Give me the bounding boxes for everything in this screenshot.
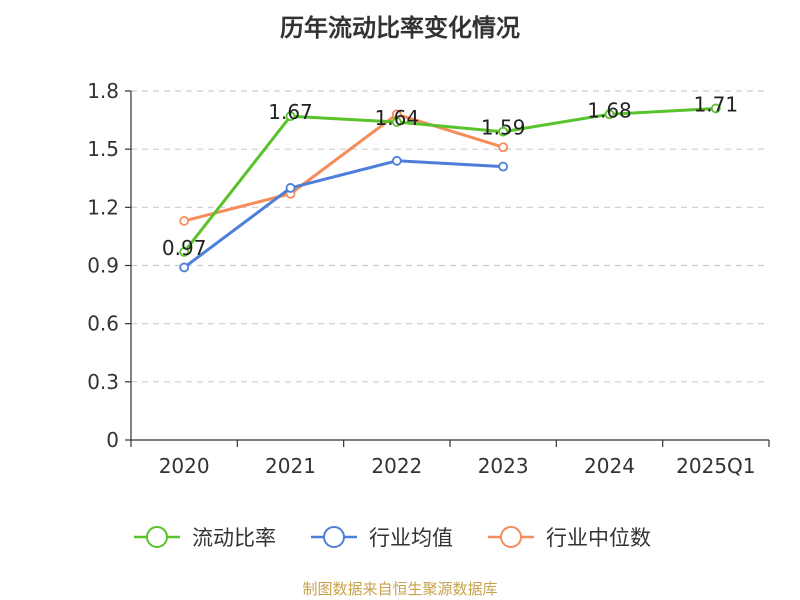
x-tick-label: 2024: [584, 454, 635, 478]
y-tick-label: 1.5: [87, 137, 119, 161]
series-line: [183, 112, 504, 223]
x-tick-labels: 2020 2021 2022 2023 2024 2025Q1: [159, 454, 756, 478]
x-tick-label: 2023: [478, 454, 529, 478]
x-tick-label: 2025Q1: [676, 454, 755, 478]
data-label: 1.59: [481, 116, 526, 140]
y-tick-label: 0: [106, 428, 119, 452]
gridlines: [131, 90, 769, 383]
x-tick-label: 2021: [265, 454, 316, 478]
data-labels: 0.97 1.67 1.64 1.59 1.68 1.71: [162, 92, 738, 259]
legend: 流动比率 行业均值 行业中位数: [134, 526, 651, 550]
data-label: 1.71: [694, 92, 739, 116]
data-label: 1.67: [268, 100, 313, 124]
legend-swatch-marker: [146, 526, 168, 548]
y-tick-label: 0.6: [87, 312, 119, 336]
y-tick-label: 0.3: [87, 370, 119, 394]
legend-swatch-marker: [500, 526, 522, 548]
legend-swatch-marker: [323, 526, 345, 548]
x-tick-label: 2020: [159, 454, 210, 478]
data-point: [285, 183, 296, 193]
data-point: [498, 161, 509, 172]
y-tick-label: 1.2: [87, 195, 119, 219]
data-point: [179, 262, 190, 273]
series-line: [183, 159, 504, 269]
y-tick-label: 0.9: [87, 254, 119, 278]
legend-label: 行业中位数: [546, 526, 651, 550]
data-point: [391, 117, 402, 127]
source-footer: 制图数据来自恒生聚源数据库: [302, 580, 498, 598]
data-point: [498, 142, 509, 153]
x-tick-label: 2022: [371, 454, 422, 478]
legend-label: 流动比率: [192, 526, 276, 550]
y-tick-labels: 0 0.3 0.6 0.9 1.2 1.5 1.8: [87, 79, 119, 452]
data-point: [391, 155, 402, 166]
y-tick-label: 1.8: [87, 79, 119, 103]
chart-title: 历年流动比率变化情况: [280, 14, 520, 42]
data-label: 1.68: [587, 98, 632, 122]
data-point: [179, 216, 190, 226]
data-point: [710, 103, 721, 114]
data-point: [604, 109, 615, 120]
series-lines: [179, 103, 721, 273]
legend-label: 行业均值: [369, 526, 453, 550]
data-point: [285, 111, 296, 122]
data-point: [179, 247, 190, 257]
data-point: [498, 126, 509, 137]
series-line: [182, 106, 716, 253]
axes: [125, 90, 770, 447]
data-label: 0.97: [162, 236, 207, 260]
data-label: 1.64: [375, 106, 420, 130]
